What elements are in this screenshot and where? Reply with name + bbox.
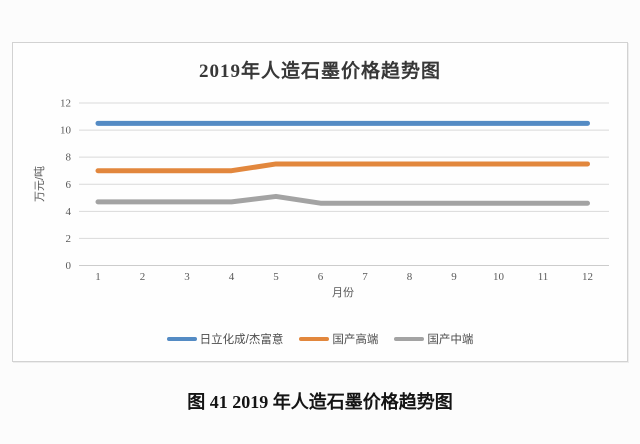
y-tick-label: 6 [66, 179, 72, 191]
figure-caption: 图 41 2019 年人造石墨价格趋势图 [187, 392, 453, 412]
chart-title: 2019年人造石墨价格趋势图 [198, 61, 441, 82]
legend-swatch-icon [394, 337, 425, 341]
x-axis-tick-labels: 1 2 3 4 5 6 7 8 9 10 11 12 [95, 271, 593, 283]
legend-item-2: 国产中端 [394, 331, 473, 347]
x-tick-label: 3 [184, 271, 190, 283]
x-tick-label: 8 [407, 271, 413, 283]
y-tick-label: 4 [66, 206, 72, 218]
series-line-2 [95, 193, 590, 206]
y-tick-label: 2 [66, 233, 72, 245]
x-tick-label: 4 [229, 271, 235, 283]
y-tick-label: 0 [66, 260, 72, 272]
legend-label: 日立化成/杰富意 [199, 334, 284, 346]
y-axis-title: 万元/吨 [33, 166, 46, 202]
x-tick-label: 2 [140, 271, 146, 283]
x-axis-title: 月份 [332, 286, 354, 299]
legend-item-1: 国产高端 [299, 331, 378, 347]
gridlines [79, 102, 609, 266]
x-tick-label: 11 [538, 271, 549, 283]
x-tick-label: 9 [451, 271, 457, 283]
legend-swatch-icon [166, 337, 197, 341]
legend-swatch-icon [299, 337, 330, 341]
series-line-1 [95, 161, 590, 174]
x-tick-label: 5 [273, 271, 279, 283]
x-tick-label: 10 [493, 271, 505, 283]
x-tick-label: 6 [318, 271, 324, 283]
legend-label: 国产中端 [427, 334, 474, 346]
y-tick-label: 12 [60, 98, 71, 110]
legend-label: 国产高端 [332, 334, 379, 346]
legend-item-0: 日立化成/杰富意 [166, 331, 284, 347]
y-tick-label: 10 [60, 125, 72, 137]
x-tick-label: 12 [582, 271, 593, 283]
y-tick-label: 8 [66, 152, 72, 164]
y-axis-tick-labels: 0 2 4 6 8 10 12 [60, 98, 72, 273]
series-lines [95, 120, 590, 206]
x-tick-label: 7 [362, 271, 368, 283]
legend: 日立化成/杰富意 国产高端 国产中端 [13, 331, 627, 347]
chart-container: 2019年人造石墨价格趋势图 0 2 4 6 8 10 12 1 2 3 4 5 6 7 8 9 10 11 12… [12, 42, 628, 362]
x-tick-label: 1 [95, 271, 101, 283]
